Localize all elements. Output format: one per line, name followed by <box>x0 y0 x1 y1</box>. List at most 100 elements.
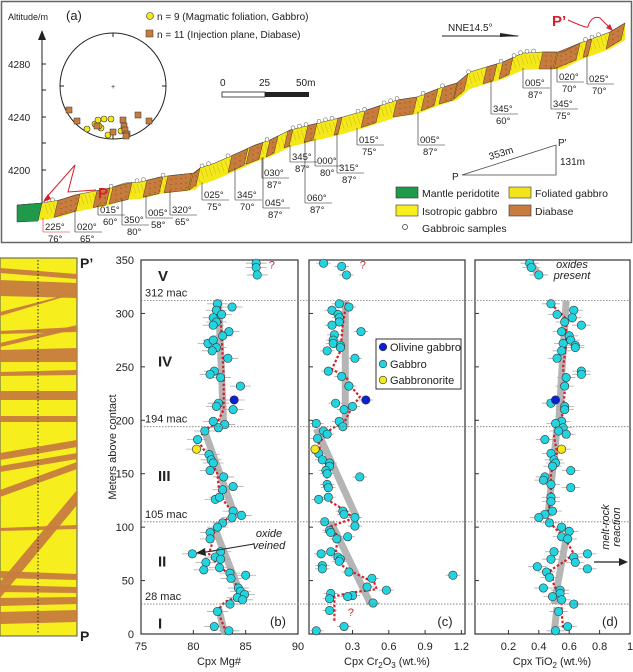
diabase-texture <box>257 152 259 154</box>
gabbro-point <box>226 573 236 583</box>
diabase-texture <box>257 147 259 149</box>
gabbro-point <box>325 605 335 615</box>
foliation-hatch <box>216 164 221 174</box>
diabase-texture <box>175 183 177 185</box>
gabbro-point <box>211 401 221 411</box>
diabase-texture <box>272 142 274 143</box>
diabase-texture <box>252 159 254 161</box>
unit-label: II <box>158 553 166 570</box>
x-tick-label: 90 <box>292 641 304 653</box>
annotation-oxide: oxide <box>256 528 282 540</box>
orientation-label: 345°75° <box>550 67 578 122</box>
diabase-texture <box>404 102 406 104</box>
diabase-texture <box>612 38 614 40</box>
diabase-texture <box>154 186 156 188</box>
diabase-texture <box>149 188 151 189</box>
diabase-texture <box>565 53 567 55</box>
trend-band <box>211 525 244 595</box>
gabbroic-sample <box>264 137 270 142</box>
y-tick-label: 0 <box>128 629 134 641</box>
gabbro-point <box>544 572 554 582</box>
gabbro-point <box>552 309 562 319</box>
panel-d: 0.2 0.4 0.6 0.8 1 (d) <box>474 258 633 653</box>
diabase-texture <box>70 209 72 211</box>
strike-value: 315° <box>339 163 359 174</box>
gabbro-point <box>238 595 248 605</box>
sample-circle-icon <box>402 224 408 230</box>
orientation-label: 015°60° <box>97 205 125 228</box>
foliation-hatch <box>136 184 141 194</box>
diabase-texture <box>310 128 312 130</box>
scale-label: 50m <box>296 78 315 89</box>
diabase-texture <box>432 94 434 96</box>
diabase-texture <box>404 112 406 114</box>
gabbro-point <box>339 509 349 519</box>
dip-value: 87° <box>423 147 438 158</box>
diabase-texture <box>617 35 619 37</box>
foliation-hatch <box>292 131 297 141</box>
gabbro-point <box>582 564 592 574</box>
diabase-texture <box>99 193 101 195</box>
diabase-texture <box>120 197 122 199</box>
strike-value: 060° <box>307 193 327 204</box>
gabbro-point <box>350 521 360 531</box>
diabase-texture <box>550 60 552 62</box>
strike-value: 345° <box>237 190 257 201</box>
gabbro-point <box>532 562 542 572</box>
panel-label: (b) <box>270 614 286 629</box>
gabbro-point <box>350 353 360 363</box>
orientation-label: 345°60° <box>490 80 518 127</box>
gabbro-point <box>547 592 557 602</box>
arrow-right-icon <box>619 558 628 566</box>
diabase-texture <box>239 160 241 162</box>
gabbro-point <box>546 299 556 309</box>
diabase-texture <box>244 163 246 165</box>
diabase-texture <box>427 106 429 108</box>
legend-foliation: n = 9 (Magmatic foliation, Gabbro) <box>157 12 308 23</box>
diabase-texture <box>310 133 312 135</box>
gabbro-point <box>323 492 333 502</box>
trend-band <box>313 427 360 518</box>
panel-c: 0.3 0.6 0.9 1.2?? (c) <box>307 258 469 653</box>
gabbro-point <box>252 270 262 280</box>
geochemical-profiles: 0 50 100 150 200 250 300 350 Meters above contac… <box>107 255 633 670</box>
gabbroic-sample <box>394 96 400 101</box>
gabbronorite-point <box>557 444 567 454</box>
gabbro-point <box>193 435 203 445</box>
gabbro-point <box>538 583 548 593</box>
gabbro-point <box>570 557 580 567</box>
yellow-circle-icon <box>146 12 154 20</box>
altitude-label: Altitude/m <box>8 12 48 22</box>
scale-bar-black <box>265 92 309 97</box>
gabbro-point <box>223 353 233 363</box>
diabase-texture <box>404 107 406 109</box>
panel-b: 75 80 85 90? (b) <box>135 258 304 653</box>
dip-value: 80° <box>127 227 142 238</box>
gabbro-point <box>335 343 345 353</box>
gabbroic-sample <box>141 177 146 182</box>
gabbro-point <box>199 565 209 575</box>
foliation-hatch <box>532 54 537 64</box>
x-axis-title-c: Cpx Cr2O3 (wt.%) <box>344 656 430 670</box>
gabbroic-sample <box>303 122 309 127</box>
gabbroic-sample <box>134 178 140 183</box>
cross-section-panel: Altitude/m (a) 4280 4240 4200 + n = 9 (Magmati… <box>0 0 633 245</box>
gabbroic-sample <box>355 108 361 114</box>
diabase-dike <box>553 42 581 70</box>
orientation-label: 025°70° <box>586 55 614 97</box>
diabase-band <box>0 325 77 347</box>
gabbro-point <box>227 513 237 523</box>
olivine-gabbro-point <box>229 395 239 405</box>
dip-value: 87° <box>267 180 282 191</box>
diabase-band <box>0 453 77 472</box>
strike-value: 225° <box>45 222 65 233</box>
foliation-hatch <box>512 59 517 69</box>
gabbro-point <box>322 346 332 356</box>
diabase-texture <box>427 96 429 98</box>
title-part: 2 <box>553 661 558 670</box>
gabbro-point <box>208 335 218 345</box>
gabbro-point <box>334 556 344 566</box>
orientation-label: 015°75° <box>356 127 384 158</box>
diabase-texture <box>70 204 72 206</box>
